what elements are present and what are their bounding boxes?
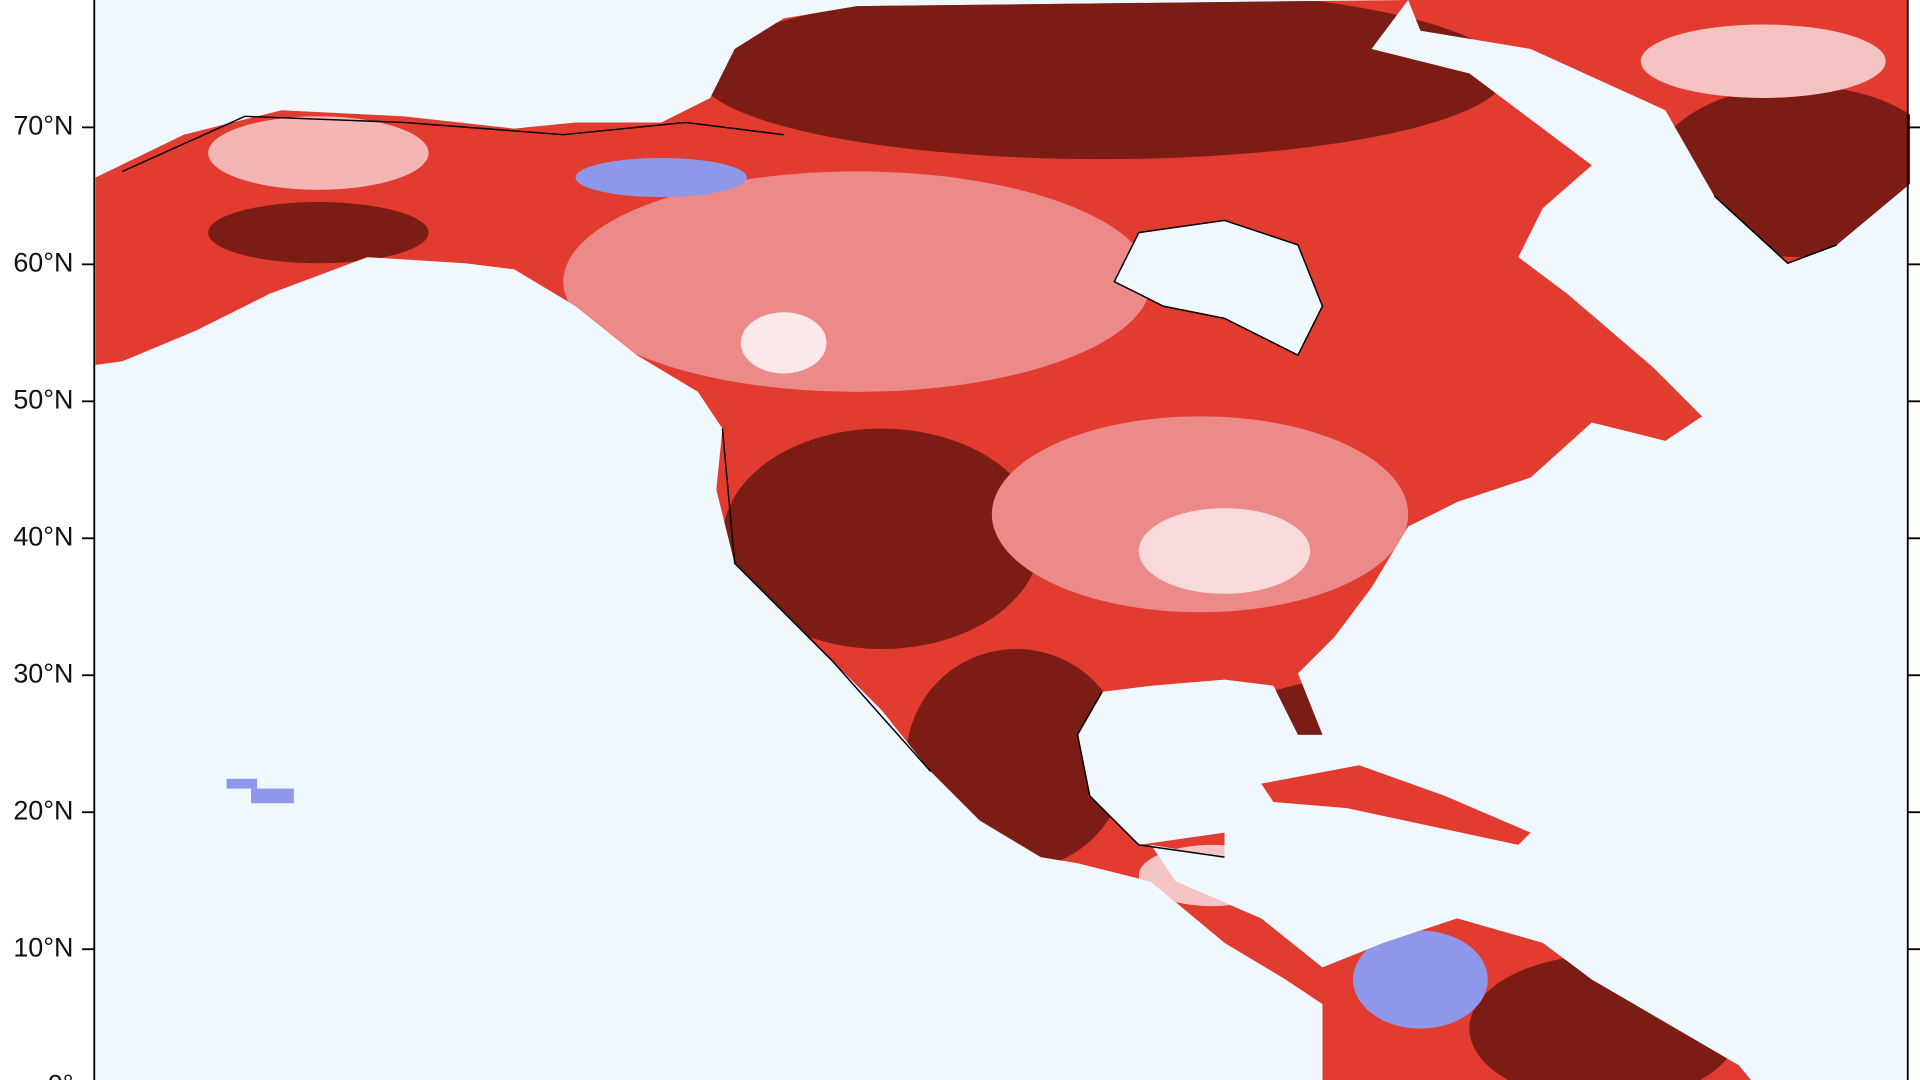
lat-tick-label: 70°N [13, 110, 73, 140]
lat-tick-label: 0° [48, 1069, 74, 1080]
anomaly-patch [575, 157, 747, 198]
coastline [122, 115, 1837, 858]
anomaly-patch [697, 0, 1507, 160]
anomaly-patch [1353, 930, 1488, 1029]
anomaly-patch [722, 428, 1041, 649]
hawaii [226, 778, 258, 789]
lat-tick-label: 40°N [13, 521, 73, 551]
lat-tick-label: 10°N [13, 932, 73, 962]
anomaly-patch [208, 202, 429, 264]
anomaly-patch [1640, 24, 1886, 98]
lat-tick-label: 20°N [13, 795, 73, 825]
anomaly-patch [740, 312, 827, 374]
anomaly-patch [208, 116, 429, 190]
anomaly-patch [1138, 508, 1311, 594]
lat-tick-label: 60°N [13, 247, 73, 277]
anomaly-patch [563, 171, 1152, 392]
lat-tick-label: 80°N [13, 0, 73, 4]
lat-tick-label: 30°N [13, 658, 73, 688]
lat-tick-label: 50°N [13, 384, 73, 414]
hawaii [251, 788, 294, 804]
coastlines [122, 115, 1837, 858]
hudson-bay [1114, 220, 1323, 356]
